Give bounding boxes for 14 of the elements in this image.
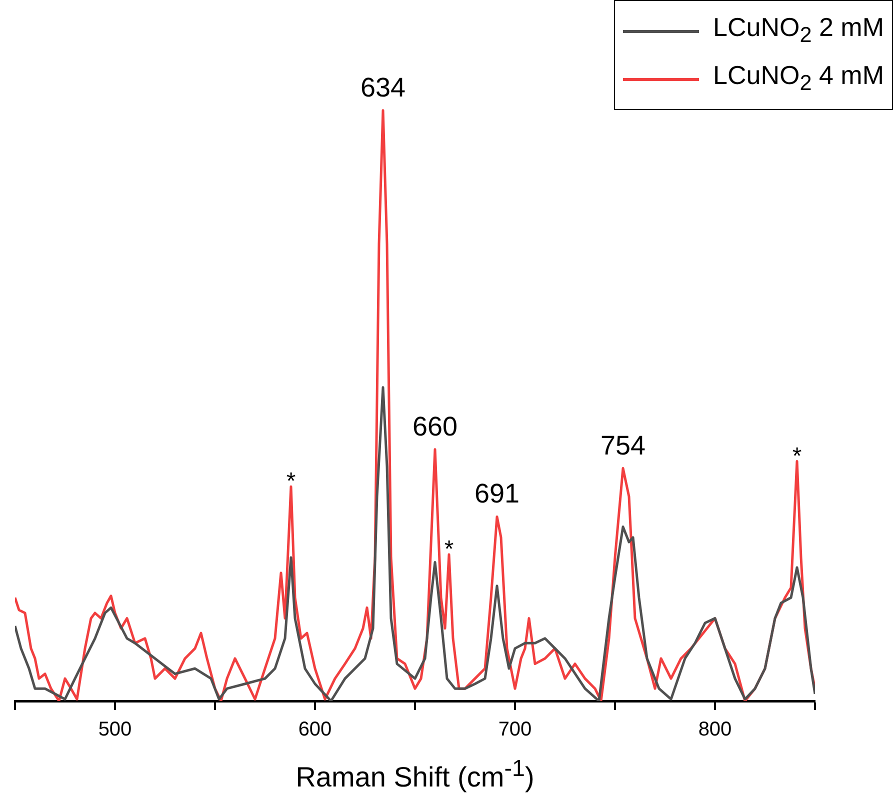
annotation: 691 <box>474 478 520 509</box>
annotation: * <box>286 468 296 496</box>
legend-label: LCuNO$_{2}$ 2 mM <box>713 11 884 50</box>
annotation: 634 <box>360 72 406 102</box>
legend-label: LCuNO$_{2}$ 4 mM <box>713 59 884 98</box>
x-tick-label: 600 <box>298 718 332 741</box>
annotation: * <box>444 536 454 564</box>
x-tick-label: 700 <box>498 718 532 741</box>
x-tick-label: 500 <box>98 718 132 741</box>
annotation: 754 <box>600 430 646 460</box>
annotation: 660 <box>412 411 458 442</box>
x-tick-label: 800 <box>698 718 732 741</box>
annotation: * <box>792 442 802 470</box>
x-axis-title: Raman Shift (cm$^{-1}$) <box>294 755 536 794</box>
